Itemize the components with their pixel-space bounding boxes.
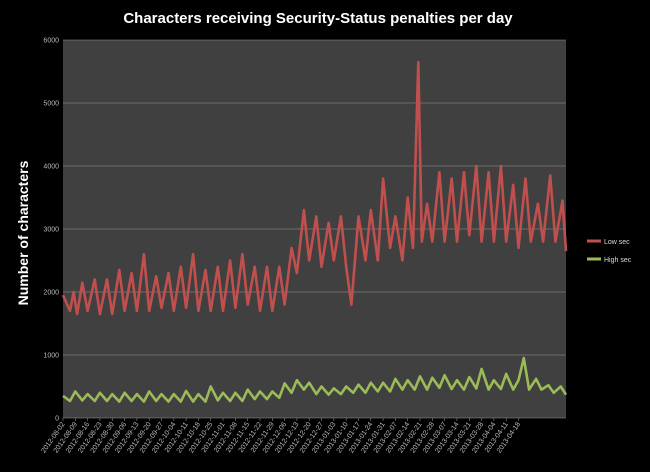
y-tick-label: 4000: [43, 164, 59, 171]
y-axis-ticks: 0 1000 2000 3000 4000 5000 6000: [43, 38, 59, 423]
series-line-high-sec: [62, 356, 568, 403]
y-tick-label: 5000: [43, 101, 59, 108]
legend-label-high-sec: High sec: [604, 257, 632, 264]
chart-title: Characters receiving Security-Status pen…: [123, 10, 513, 27]
series-line-low-sec: [61, 60, 568, 316]
legend: Low sec High sec: [587, 239, 632, 264]
y-tick-label: 6000: [43, 38, 59, 45]
legend-label-low-sec: Low sec: [604, 239, 630, 246]
y-tick-label: 0: [55, 416, 59, 423]
y-axis-label: Number of characters: [15, 160, 31, 305]
series-lines: [61, 60, 568, 403]
y-tick-label: 2000: [43, 290, 59, 297]
y-tick-label: 1000: [43, 353, 59, 360]
y-tick-label: 3000: [43, 227, 59, 234]
